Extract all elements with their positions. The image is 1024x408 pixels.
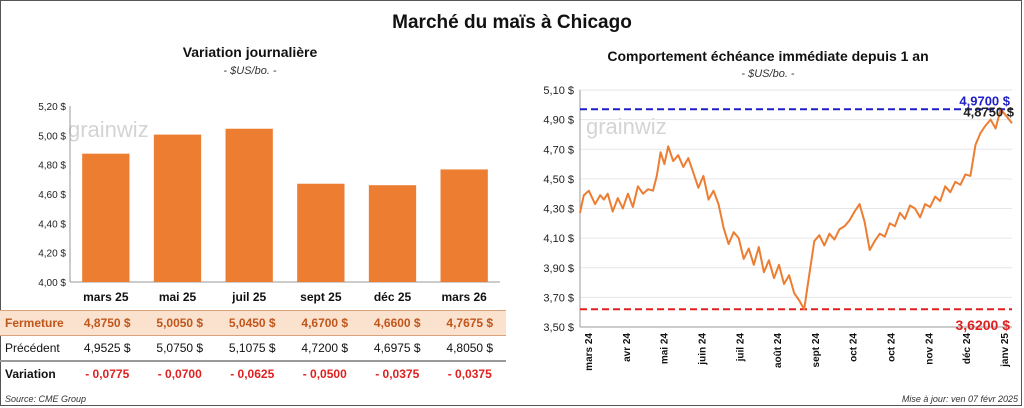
previous-cell: 5,0750 $ <box>156 341 204 355</box>
close-cell: 4,6600 $ <box>361 310 434 336</box>
previous-cell: 4,9525 $ <box>83 341 131 355</box>
y-tick-label: 5,00 $ <box>38 131 66 142</box>
y-tick-label: 4,40 $ <box>38 219 66 230</box>
variation-cell: - 0,0775 <box>71 360 144 386</box>
bar <box>368 185 417 282</box>
price-line <box>579 108 1013 311</box>
variation-cell: - 0,0700 <box>143 360 216 386</box>
front-month-line-chart: grainwiz 3,50 $ 3,70 $ 3,90 $ 4,10 $ 4,30 $ 4… <box>543 85 1014 371</box>
previous-cell: 4,6975 $ <box>373 341 421 355</box>
x-tick-label: juil 25 <box>231 290 266 304</box>
x-tick-label: avr 24 <box>622 333 633 362</box>
row-label-previous: Précédent <box>5 341 60 355</box>
x-tick-label: janv 25 <box>1000 333 1011 368</box>
bar <box>82 153 130 282</box>
update-note: Mise à jour: ven 07 févr 2025 <box>901 394 1018 404</box>
table-row-close: Fermeture 4,8750 $ 5,0050 $ 5,0450 $ 4,6… <box>0 310 506 336</box>
y-tick-label: 4,00 $ <box>38 278 66 289</box>
last-value-label: 4,8750 $ <box>963 104 1014 119</box>
y-tick-label: 4,70 $ <box>543 144 574 156</box>
y-tick-label: 4,30 $ <box>543 204 574 216</box>
previous-cell: 4,7200 $ <box>301 341 349 355</box>
left-chart-unit: - $US/bo. - <box>223 65 277 77</box>
x-tick-label: juil 24 <box>735 333 746 363</box>
grainwiz-watermark: grainwiz <box>68 117 149 142</box>
min-value-label: 3,6200 $ <box>956 317 1011 333</box>
x-tick-label: août 24 <box>773 333 784 368</box>
y-tick-label: 4,10 $ <box>543 233 574 245</box>
x-tick-label: mars 26 <box>441 290 487 304</box>
row-label-variation: Variation <box>0 360 71 386</box>
close-cell: 4,8750 $ <box>71 310 144 336</box>
variation-cell: - 0,0625 <box>216 360 289 386</box>
x-tick-label: oct 24 <box>849 333 860 362</box>
x-tick-label: déc 25 <box>374 290 412 304</box>
y-tick-label: 4,80 $ <box>38 161 66 172</box>
table-row-previous: Précédent 4,9525 $ 5,0750 $ 5,1075 $ 4,7… <box>0 336 506 362</box>
bar <box>297 183 345 282</box>
y-tick-label: 4,50 $ <box>543 174 574 186</box>
daily-variation-bar-chart: grainwiz 4,00 $ 4,20 $ 4,40 $ 4,60 $ 4,80 $ 5… <box>38 102 500 304</box>
bar <box>153 134 202 282</box>
x-tick-label: mai 25 <box>159 290 197 304</box>
x-tick-label: mars 24 <box>584 333 595 371</box>
close-cell: 4,7675 $ <box>433 310 506 336</box>
x-tick-label: sept 24 <box>811 333 822 368</box>
source-note: Source: CME Group <box>5 394 87 404</box>
x-tick-label: oct 24 <box>887 333 898 362</box>
y-tick-label: 4,60 $ <box>38 190 66 201</box>
futures-table: Fermeture 4,8750 $ 5,0050 $ 5,0450 $ 4,6… <box>0 310 506 386</box>
grainwiz-watermark: grainwiz <box>586 114 667 139</box>
variation-cell: - 0,0375 <box>361 360 434 386</box>
close-cell: 5,0450 $ <box>216 310 289 336</box>
x-tick-label: mars 25 <box>83 290 129 304</box>
y-tick-label: 5,20 $ <box>38 102 66 113</box>
bar <box>225 128 273 282</box>
row-label-close: Fermeture <box>0 310 71 336</box>
table-row-variation: Variation - 0,0775 - 0,0700 - 0,0625 - 0… <box>0 360 506 386</box>
x-tick-label: juin 24 <box>697 333 708 366</box>
x-tick-label: nov 24 <box>924 333 935 365</box>
variation-cell: - 0,0375 <box>433 360 506 386</box>
y-tick-label: 5,10 $ <box>543 85 574 97</box>
y-tick-label: 3,50 $ <box>543 322 574 334</box>
close-cell: 4,6700 $ <box>288 310 361 336</box>
x-tick-label: sept 25 <box>300 290 342 304</box>
y-tick-label: 3,90 $ <box>543 263 574 275</box>
left-chart-title: Variation journalière <box>182 44 318 60</box>
x-tick-label: déc 24 <box>962 333 973 365</box>
previous-cell: 4,8050 $ <box>446 341 494 355</box>
bar <box>440 169 488 282</box>
variation-cell: - 0,0500 <box>288 360 361 386</box>
page-title: Marché du maïs à Chicago <box>392 12 632 33</box>
y-tick-label: 3,70 $ <box>543 292 574 304</box>
previous-cell: 5,1075 $ <box>228 341 276 355</box>
max-value-label: 4,9700 $ <box>959 93 1010 108</box>
close-cell: 5,0050 $ <box>143 310 216 336</box>
right-chart-title: Comportement échéance immédiate depuis 1… <box>607 48 929 64</box>
x-tick-label: mai 24 <box>660 333 671 365</box>
y-tick-label: 4,20 $ <box>38 249 66 260</box>
y-tick-label: 4,90 $ <box>543 115 574 127</box>
right-chart-unit: - $US/bo. - <box>741 68 795 80</box>
